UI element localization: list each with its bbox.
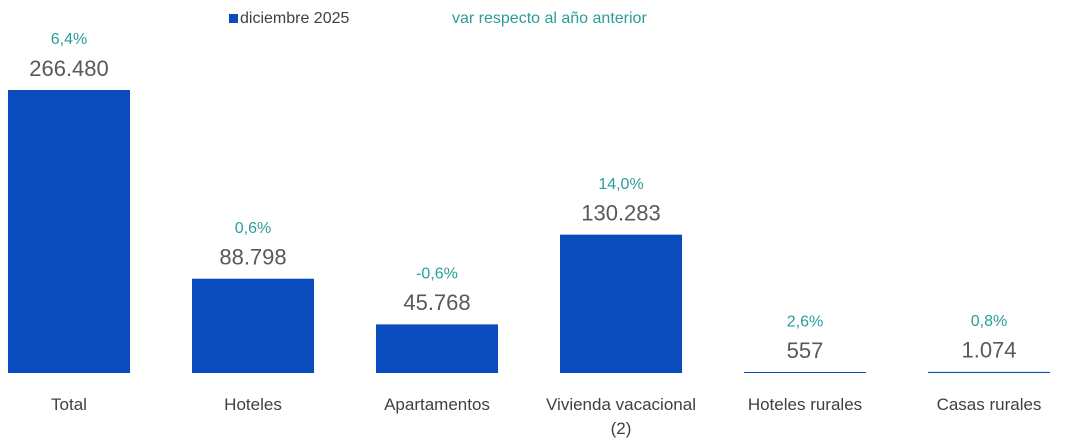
bar — [928, 371, 1050, 373]
variation-label: 2,6% — [787, 314, 823, 331]
value-label: 557 — [787, 338, 824, 363]
bar — [192, 278, 314, 373]
value-label: 45.768 — [403, 290, 470, 315]
bar — [560, 234, 682, 373]
variation-label: 0,8% — [971, 313, 1007, 330]
x-tick-label: Vivienda vacacional (2) — [546, 395, 696, 438]
value-label: 130.283 — [581, 200, 661, 225]
variation-label: 14,0% — [598, 176, 643, 193]
x-tick-label: Casas rurales — [936, 395, 1042, 414]
x-tick-label: Apartamentos — [384, 395, 490, 414]
legend-label: diciembre 2025 — [240, 10, 350, 27]
x-tick-label: Total — [51, 395, 87, 414]
variation-label: 0,6% — [235, 220, 271, 237]
legend-label: var respecto al año anterior — [452, 10, 647, 27]
legend-swatch — [229, 14, 238, 23]
x-tick-label: Hoteles — [224, 395, 282, 414]
bar — [376, 324, 498, 373]
bar — [744, 372, 866, 373]
variation-label: 6,4% — [51, 31, 87, 48]
value-label: 88.798 — [219, 245, 286, 270]
value-label: 1.074 — [961, 338, 1016, 363]
value-label: 266.480 — [29, 56, 109, 81]
x-tick-label: Hoteles rurales — [747, 395, 863, 414]
bar — [8, 90, 130, 373]
variation-label: -0,6% — [416, 266, 458, 283]
